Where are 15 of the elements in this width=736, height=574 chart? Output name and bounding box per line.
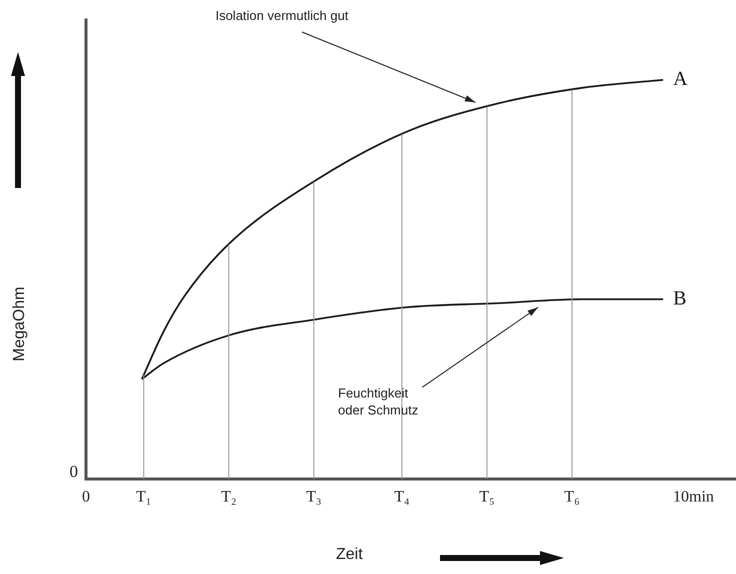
- text: Isolation vermutlich gut: [215, 8, 349, 24]
- x-tick-label: 0: [82, 488, 90, 506]
- x-tick-label: T₆: [564, 488, 580, 506]
- x-axis-title: Zeit: [336, 546, 363, 564]
- series-label: B: [673, 288, 686, 310]
- x-tick-label: T₁: [136, 488, 152, 506]
- annotation: Feuchtigkeit oder Schmutz: [338, 385, 418, 418]
- text: 0: [70, 462, 78, 481]
- x-tick-label: T₄: [394, 488, 410, 506]
- x-tick-label: T₅: [479, 488, 495, 506]
- x-tick-label: 10min: [673, 488, 714, 506]
- x-tick-label: T₃: [306, 488, 322, 506]
- y-axis-title: MegaOhm: [11, 286, 29, 364]
- x-tick-label: T₂: [221, 488, 236, 506]
- series-label: A: [673, 68, 688, 90]
